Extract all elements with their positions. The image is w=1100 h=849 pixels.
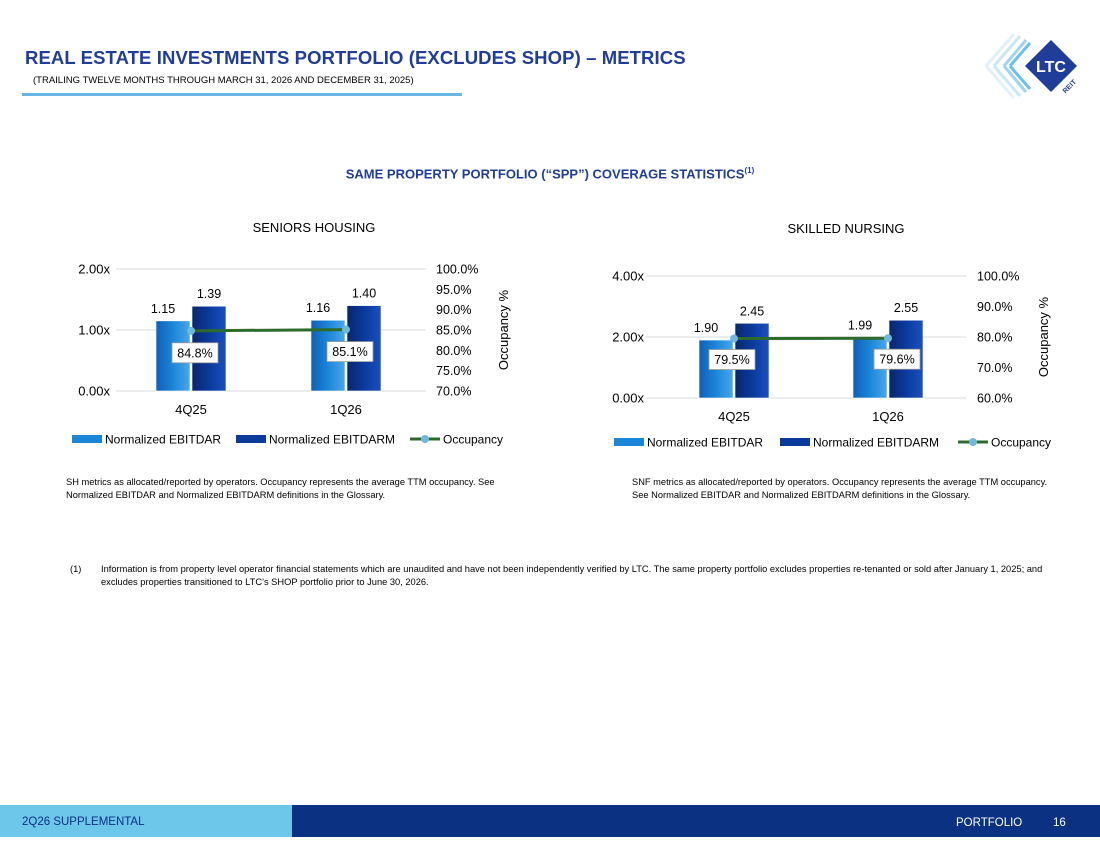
footnote-text: Information is from property level opera… bbox=[101, 564, 1043, 587]
snf-ebitdar-bar-label: 1.90 bbox=[694, 321, 718, 335]
sh-occupancy-label: 85.1% bbox=[332, 345, 367, 359]
footnote-number: (1) bbox=[70, 564, 82, 574]
snf-y-right-tick-label: 100.0% bbox=[977, 270, 1019, 284]
sh-occupancy-label-box bbox=[326, 341, 374, 362]
sh-occupancy-label-box bbox=[171, 342, 219, 364]
logo-subtext: REIT bbox=[1062, 78, 1079, 95]
seniors-housing-note: SH metrics as allocated/reported by oper… bbox=[66, 477, 495, 500]
sh-occupancy-line bbox=[190, 328, 347, 333]
sh-y-left-tick-label: 1.00x bbox=[78, 323, 110, 338]
snf-occupancy-marker bbox=[884, 334, 892, 343]
snf-ebitdarm-bar-label: 2.55 bbox=[894, 301, 918, 315]
snf-legend-ebitdarm-label: Normalized EBITDARM bbox=[813, 436, 939, 450]
sh-y-left-tick-label: 2.00x bbox=[78, 262, 110, 277]
snf-y-left-tick-label: 0.00x bbox=[612, 391, 644, 406]
sh-ebitdarm-bar-label: 1.39 bbox=[197, 287, 221, 301]
snf-y-right-tick-label: 80.0% bbox=[977, 331, 1012, 345]
footer-section-label: PORTFOLIO bbox=[956, 817, 1023, 829]
sh-legend-occupancy-marker bbox=[421, 435, 429, 443]
page-subtitle: (TRAILING TWELVE MONTHS THROUGH MARCH 31… bbox=[33, 75, 414, 86]
sh-y-right-tick-label: 75.0% bbox=[436, 364, 471, 378]
section-heading: SAME PROPERTY PORTFOLIO (“SPP”) COVERAGE… bbox=[0, 166, 1100, 181]
logo-text: LTC bbox=[1036, 59, 1066, 76]
skilled-nursing-chart: SKILLED NURSING 0.00x 2.00x 4.00x 60.0% 70.0%… bbox=[612, 221, 1051, 450]
snf-occupancy-label-box bbox=[873, 348, 921, 370]
sh-y-right-tick-label: 85.0% bbox=[436, 324, 471, 338]
sh-occupancy-marker bbox=[342, 325, 350, 334]
snf-ebitdarm-bar-label: 2.45 bbox=[740, 304, 764, 318]
page-title: REAL ESTATE INVESTMENTS PORTFOLIO (EXCLU… bbox=[25, 47, 686, 68]
snf-y-left-tick-label: 4.00x bbox=[612, 269, 644, 284]
sh-legend-ebitdarm-swatch bbox=[236, 435, 266, 443]
snf-y-right-tick-label: 70.0% bbox=[977, 361, 1012, 375]
footer-page-number: 16 bbox=[1053, 817, 1066, 829]
sh-y-right-tick-label: 70.0% bbox=[436, 385, 471, 399]
footer-right-bar bbox=[292, 805, 1100, 837]
skilled-nursing-note: SNF metrics as allocated/reported by ope… bbox=[632, 477, 1048, 500]
footer-supplement-label: 2Q26 SUPPLEMENTAL bbox=[22, 816, 145, 828]
snf-occupancy-label-box bbox=[708, 349, 756, 370]
sh-y-right-tick-label: 95.0% bbox=[436, 283, 471, 297]
sh-legend-ebitdar-label: Normalized EBITDAR bbox=[105, 433, 221, 447]
sh-y-right-tick-label: 80.0% bbox=[436, 344, 471, 358]
snf-occupancy-marker bbox=[730, 334, 738, 343]
sh-legend-occupancy-label: Occupancy bbox=[443, 433, 503, 447]
title-underline bbox=[22, 93, 462, 96]
sh-ebitdarm-bar-label: 1.40 bbox=[352, 287, 376, 301]
snf-ebitdar-bar-label: 1.99 bbox=[848, 318, 872, 332]
footer-left-bar bbox=[0, 805, 292, 837]
sh-x-tick-label: 4Q25 bbox=[175, 402, 207, 417]
sh-y-right-tick-label: 100.0% bbox=[436, 263, 478, 277]
sh-x-tick-label: 1Q26 bbox=[330, 402, 362, 417]
sh-y-right-tick-label: 90.0% bbox=[436, 303, 471, 317]
sh-chart-title: SENIORS HOUSING bbox=[253, 220, 376, 235]
snf-legend-ebitdar-swatch bbox=[614, 438, 644, 446]
snf-y-right-tick-label: 60.0% bbox=[977, 392, 1012, 406]
snf-x-tick-label: 1Q26 bbox=[872, 409, 904, 424]
snf-occupancy-label: 79.6% bbox=[879, 353, 914, 367]
sh-ebitdar-bar-label: 1.16 bbox=[306, 301, 330, 315]
sh-y-left-tick-label: 0.00x bbox=[78, 384, 110, 399]
snf-legend-occupancy-label: Occupancy bbox=[991, 436, 1051, 450]
snf-chart-title: SKILLED NURSING bbox=[787, 221, 904, 236]
snf-legend-ebitdarm-swatch bbox=[780, 438, 810, 446]
section-heading-text: SAME PROPERTY PORTFOLIO (“SPP”) COVERAGE… bbox=[345, 166, 745, 182]
seniors-housing-chart: SENIORS HOUSING 0.00x 1.00x 2.00x 70.0% 75.0%… bbox=[72, 220, 511, 447]
snf-y-right-axis-label: Occupancy % bbox=[1036, 296, 1051, 377]
sh-ebitdar-bar-label: 1.15 bbox=[151, 302, 175, 316]
snf-y-right-tick-label: 90.0% bbox=[977, 300, 1012, 314]
sh-occupancy-marker bbox=[187, 326, 195, 335]
ltc-reit-logo: LTC REIT bbox=[982, 30, 1082, 102]
snf-occupancy-label: 79.5% bbox=[714, 353, 749, 367]
sh-legend-ebitdar-swatch bbox=[72, 435, 102, 443]
section-heading-footnote-ref: (1) bbox=[744, 166, 755, 175]
sh-y-right-axis-label: Occupancy % bbox=[496, 289, 511, 370]
sh-legend-ebitdarm-label: Normalized EBITDARM bbox=[269, 433, 395, 447]
snf-legend-occupancy-marker bbox=[969, 438, 977, 446]
snf-legend-ebitdar-label: Normalized EBITDAR bbox=[647, 436, 763, 450]
sh-occupancy-label: 84.8% bbox=[177, 346, 212, 360]
snf-x-tick-label: 4Q25 bbox=[718, 409, 750, 424]
snf-y-left-tick-label: 2.00x bbox=[612, 330, 644, 345]
